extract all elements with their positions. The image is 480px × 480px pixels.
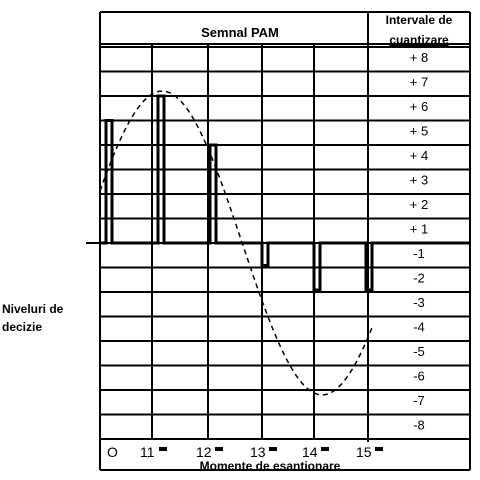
pam-pulse-train — [100, 94, 470, 292]
time-label: 13 — [250, 444, 266, 460]
quantization-label: + 2 — [410, 197, 428, 212]
quantization-label: -4 — [413, 320, 425, 335]
quantization-label: + 6 — [410, 99, 428, 114]
time-label: 14 — [302, 444, 318, 460]
time-label: O — [107, 444, 118, 460]
quantization-label: -3 — [413, 295, 425, 310]
time-marker — [375, 447, 383, 451]
quantization-label: -8 — [413, 418, 425, 433]
time-marker — [159, 447, 167, 451]
quantization-labels: + 8 + 7 + 6 + 5 + 4 + 3 + 2 + 1 -1 -2 -3 -4 -5 -6 -7 -8 — [410, 50, 428, 433]
quantization-label: -1 — [413, 246, 425, 261]
decision-levels-label-line2: decizie — [2, 320, 42, 334]
quantization-label: -7 — [413, 393, 425, 408]
quantization-label: -6 — [413, 369, 425, 384]
time-label: 11 — [140, 444, 155, 460]
quantization-label: + 3 — [410, 173, 428, 188]
quantization-label: -5 — [413, 344, 425, 359]
intervals-title-line2: cuantizare — [389, 33, 449, 47]
time-label: 12 — [196, 444, 212, 460]
time-marker — [215, 447, 223, 451]
sampling-moments-label: Momente de esantionare — [200, 459, 341, 473]
quantization-label: -2 — [413, 271, 425, 286]
pam-signal-title: Semnal PAM — [201, 25, 279, 40]
time-label: 15 — [356, 444, 372, 460]
time-marker — [269, 447, 277, 451]
time-labels: O 11 12 13 14 15 — [107, 444, 383, 460]
quantization-label: + 8 — [410, 50, 428, 65]
intervals-title-line1: Intervale de — [386, 13, 453, 27]
decision-levels-label-line1: Niveluri de — [2, 302, 64, 316]
time-marker — [321, 447, 329, 451]
quantization-label: + 5 — [410, 124, 428, 139]
analog-signal-curve — [99, 90, 373, 396]
quantization-label: + 1 — [410, 222, 428, 237]
quantization-label: + 7 — [410, 75, 428, 90]
quantization-label: + 4 — [410, 148, 428, 163]
